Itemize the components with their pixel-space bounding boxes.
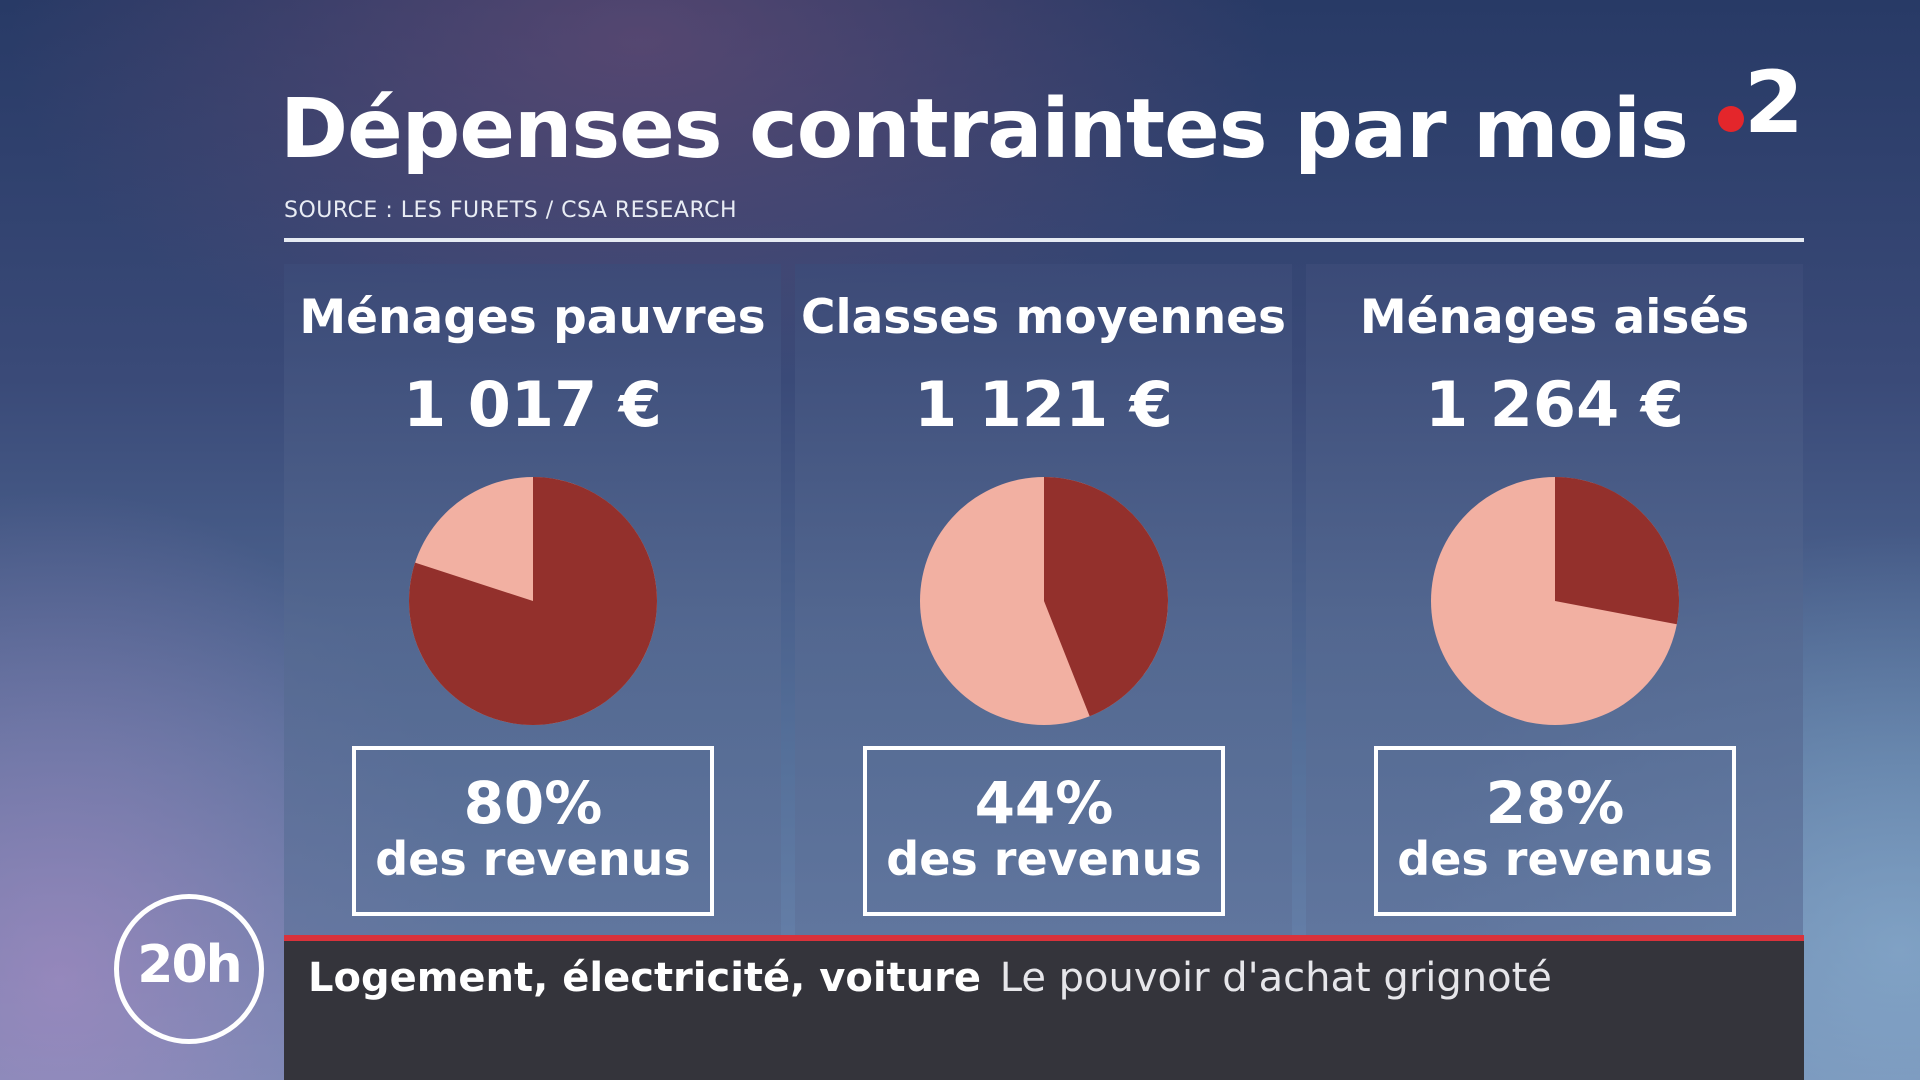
share-percent: 28% [1485,769,1625,837]
lower-third: Logement, électricité, voiture Le pouvoi… [284,941,1804,1080]
pie-chart [409,477,657,725]
share-caption: des revenus [1397,832,1713,886]
show-badge: 20h [114,894,264,1044]
show-badge-label: 20h [137,935,242,995]
panel-menages-pauvres: Ménages pauvres 1 017 € 80% des revenus [284,264,781,938]
pie-slice-share [409,477,657,725]
logo-number: 2 [1744,53,1804,153]
panel-title: Classes moyennes [800,290,1287,345]
share-caption: des revenus [886,832,1202,886]
share-box: 44% des revenus [863,746,1225,916]
logo-dot-icon [1718,106,1744,132]
share-percent: 80% [463,769,603,837]
panel-menages-aises: Ménages aisés 1 264 € 28% des revenus [1306,264,1803,938]
panel-amount: 1 017 € [403,368,662,441]
pie-chart [1431,477,1679,725]
pie-slice-share [1555,477,1679,625]
panel-classes-moyennes: Classes moyennes 1 121 € 44% des revenus [795,264,1292,938]
channel-logo: 2 [1718,60,1808,154]
share-box: 80% des revenus [352,746,714,916]
lower-third-text: Logement, électricité, voiture Le pouvoi… [308,955,1552,1001]
pie-chart [920,477,1168,725]
chart-title: Dépenses contraintes par mois [280,82,1689,177]
pie-slice-share [1044,477,1168,717]
panel-title: Ménages aisés [1359,290,1750,345]
share-percent: 44% [974,769,1114,837]
share-box: 28% des revenus [1374,746,1736,916]
lower-third-accent [284,935,1804,941]
source-label: SOURCE : LES FURETS / CSA RESEARCH [284,198,738,223]
panel-title: Ménages pauvres [299,290,766,345]
lower-third-headline: Logement, électricité, voiture [308,955,982,1001]
panel-amount: 1 121 € [914,368,1173,441]
share-caption: des revenus [375,832,691,886]
lower-third-subtitle: Le pouvoir d'achat grignoté [999,955,1552,1001]
panel-amount: 1 264 € [1425,368,1684,441]
title-divider [284,238,1804,242]
